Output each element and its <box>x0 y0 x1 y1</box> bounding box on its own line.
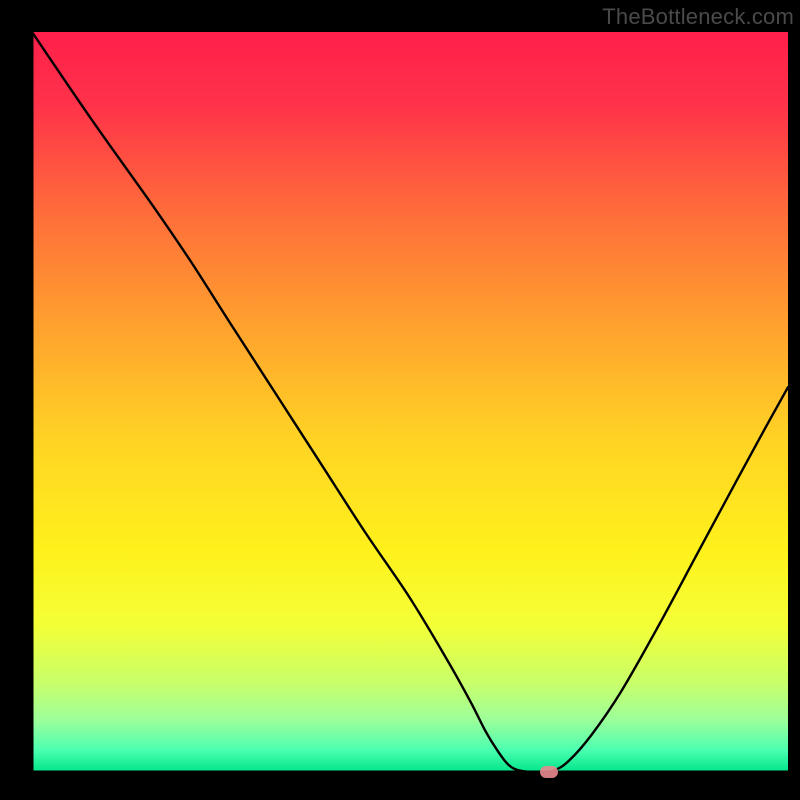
plot-area <box>32 32 788 772</box>
chart-container: TheBottleneck.com <box>0 0 800 800</box>
heat-gradient-chart <box>0 0 800 800</box>
optimal-point-marker <box>540 766 558 778</box>
watermark-text: TheBottleneck.com <box>602 4 794 30</box>
